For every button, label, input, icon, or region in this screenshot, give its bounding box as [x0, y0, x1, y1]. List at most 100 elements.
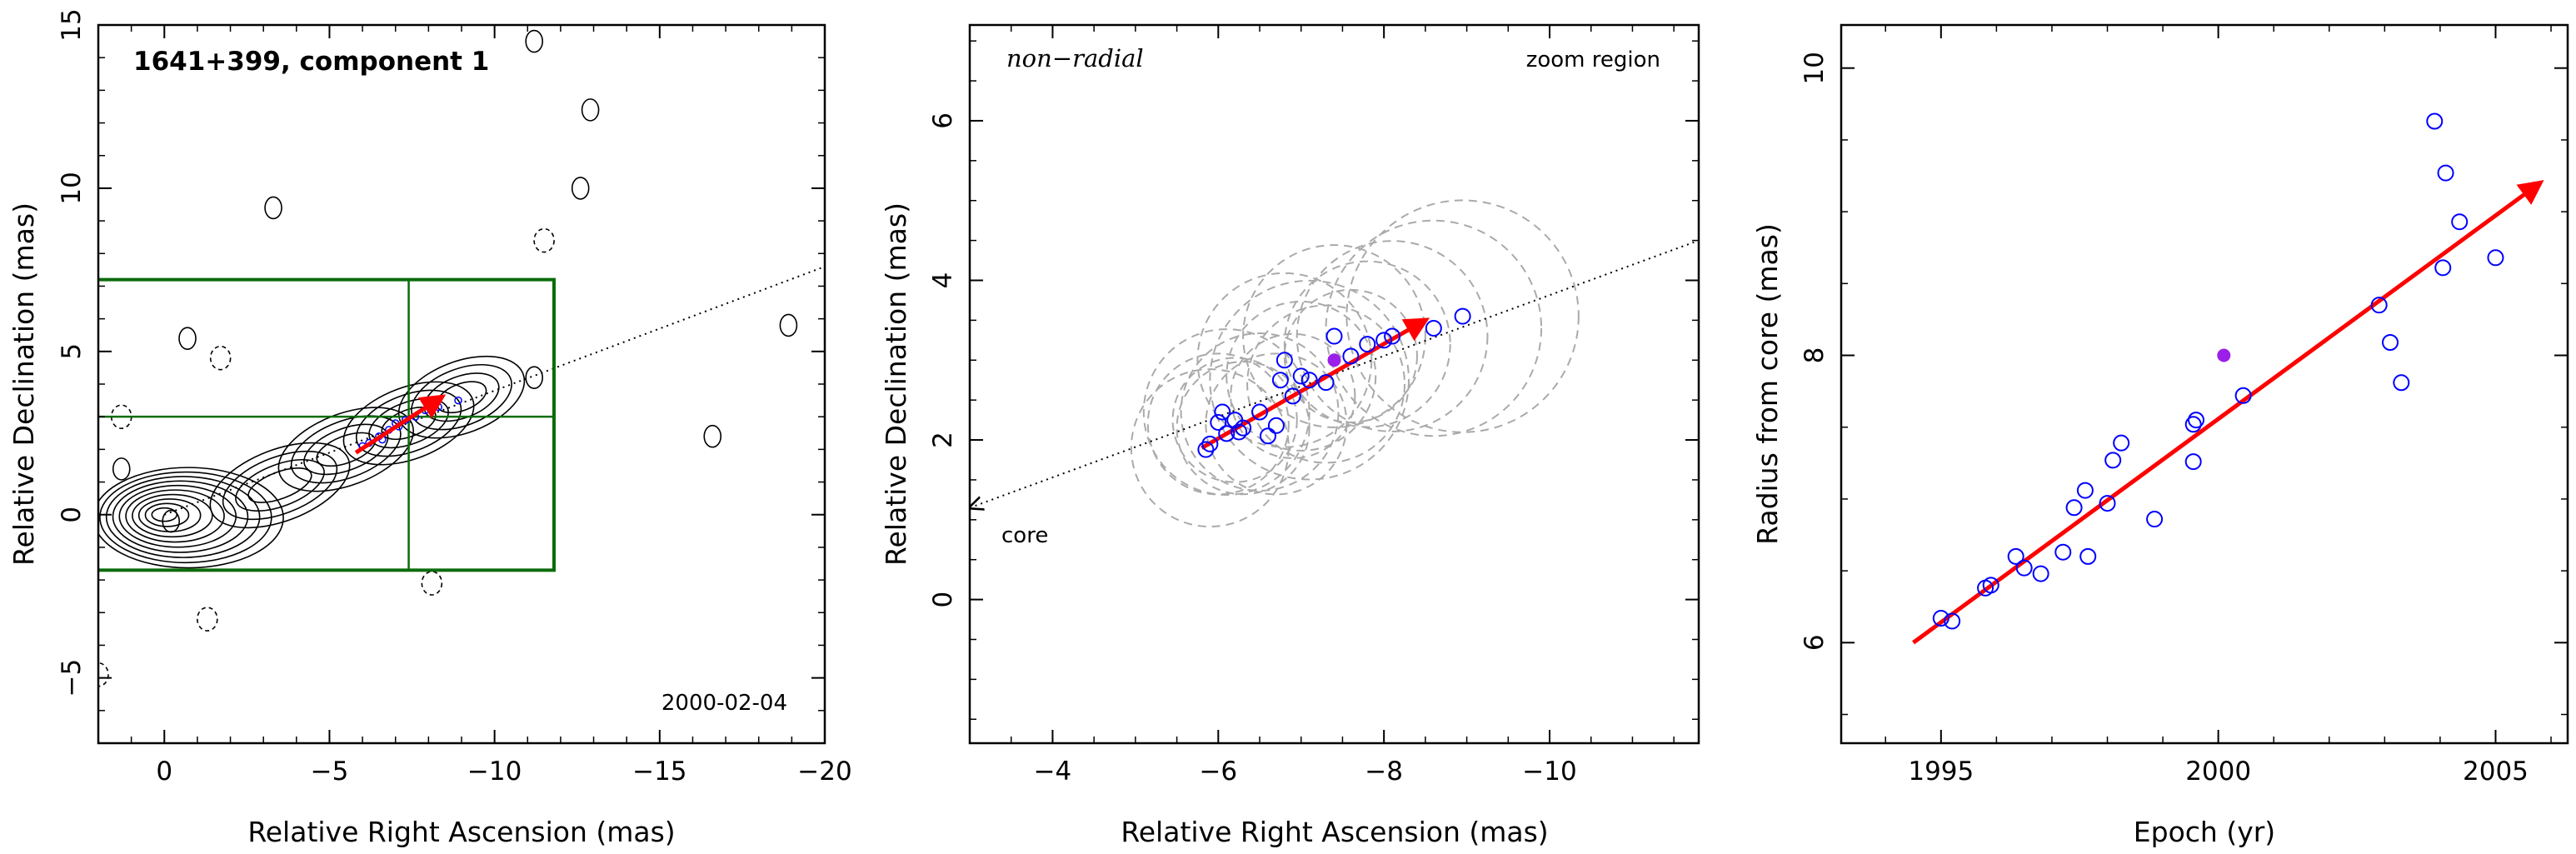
y-ticks: 0 2 4 6 — [928, 40, 1699, 721]
error-circle — [1325, 219, 1543, 437]
negative-contour — [209, 345, 232, 371]
radius-point — [2487, 249, 2504, 267]
core-contour — [112, 480, 249, 553]
plot-frame — [968, 23, 1700, 745]
radius-point — [2437, 164, 2454, 182]
radius-point — [2188, 412, 2205, 429]
radius-points — [1932, 112, 2504, 630]
error-circle — [1176, 361, 1310, 496]
component-point — [1300, 372, 1318, 389]
isolated-contour — [112, 457, 131, 481]
x-tick-label: −6 — [1199, 757, 1237, 787]
jet-contour — [290, 415, 402, 484]
radius-point — [2184, 416, 2202, 433]
component-point — [1276, 352, 1293, 369]
radius-point — [2076, 482, 2094, 499]
y-tick-label: 10 — [1800, 52, 1830, 84]
core-contours — [98, 467, 284, 569]
component-point — [1284, 387, 1301, 405]
component-point — [1425, 319, 1442, 337]
radius-epoch-panel: 1995 2000 2005 6 8 10 Epoch (yr) Radius from… — [1751, 23, 2569, 848]
error-circle — [1246, 304, 1406, 464]
error-circle — [1226, 300, 1377, 452]
radius-point — [2370, 297, 2388, 314]
jet-contour — [209, 442, 351, 529]
error-circle — [1209, 279, 1410, 481]
component-point — [1251, 403, 1269, 421]
x-ticks: −4 −6 −8 −10 — [969, 25, 1675, 787]
radius-point — [2099, 495, 2116, 512]
core-contour — [105, 476, 261, 558]
jet-contour — [411, 364, 512, 431]
radius-point — [2054, 543, 2072, 561]
isolated-contour — [264, 196, 282, 220]
y-tick-label: 0 — [928, 592, 958, 608]
x-ticks: 0 −5 −10 −15 −20 — [97, 25, 852, 787]
component-point — [1259, 427, 1276, 445]
radius-point — [2381, 334, 2399, 352]
jet-contour — [423, 372, 500, 422]
radius-point — [2015, 559, 2033, 577]
radius-point — [2032, 565, 2049, 582]
component-point — [1235, 419, 1252, 437]
x-tick-label: −20 — [797, 757, 851, 787]
radius-point — [2113, 434, 2130, 452]
component-point — [1271, 372, 1289, 389]
velocity-arrow — [354, 394, 447, 455]
radius-point — [2393, 374, 2410, 392]
negative-contour — [533, 227, 555, 253]
component-point — [1210, 413, 1227, 431]
negative-contours — [98, 227, 555, 687]
y-tick-label: 2 — [928, 432, 958, 448]
core-label: core — [1001, 523, 1048, 548]
trajectory-line — [970, 239, 1699, 508]
radius-point — [1944, 612, 1961, 630]
radius-point — [2234, 387, 2252, 404]
component-point — [1214, 403, 1231, 421]
x-tick-label: 2000 — [2185, 757, 2251, 787]
x-ticks: 1995 2000 2005 — [1885, 25, 2552, 787]
radius-point — [1982, 577, 1999, 594]
error-circles — [1130, 199, 1580, 528]
error-circle — [1146, 352, 1290, 496]
x-tick-label: −4 — [1034, 757, 1072, 787]
x-tick-label: 0 — [156, 757, 172, 787]
y-tick-label: 10 — [57, 172, 87, 204]
error-circle — [1142, 328, 1310, 496]
y-tick-label: 8 — [1800, 347, 1830, 364]
x-tick-label: −10 — [1522, 757, 1576, 787]
error-circle — [1230, 332, 1356, 459]
component-point — [1201, 435, 1219, 452]
isolated-contour — [571, 177, 590, 200]
y-tick-label: 0 — [57, 507, 87, 523]
error-circle — [1205, 352, 1348, 496]
component-point — [1267, 417, 1285, 434]
core-contour — [144, 502, 190, 527]
y-ticks: 6 8 10 — [1800, 52, 2568, 716]
y-axis-label: Radius from core (mas) — [1751, 223, 1784, 545]
error-circle — [1130, 368, 1290, 528]
radius-point — [2065, 499, 2083, 517]
contour-map-panel: 0 −5 −10 −15 −20 −5 0 5 10 15 1641+399, componen… — [7, 8, 852, 848]
component-point — [1197, 441, 1215, 458]
y-axis-label: Relative Declination (mas) — [880, 202, 912, 566]
core-contour — [98, 467, 284, 569]
component-point — [1317, 374, 1335, 392]
isolated-contour — [178, 327, 197, 350]
isolated-contour — [525, 29, 544, 53]
x-tick-label: −15 — [632, 757, 686, 787]
error-circle — [1295, 240, 1489, 432]
error-circle — [1283, 260, 1451, 428]
zoom-region-panel: −4 −6 −8 −10 0 2 4 6 non−radial zoom region co… — [880, 23, 1700, 848]
component-point — [1231, 423, 1248, 441]
zoom-box-frame — [98, 277, 556, 572]
radius-point — [2146, 511, 2164, 528]
nonradial-label: non−radial — [1006, 44, 1144, 72]
component-point — [1342, 347, 1360, 365]
highlight-point — [2217, 348, 2231, 362]
y-ticks: −5 0 5 10 15 — [57, 8, 825, 744]
error-circle — [1196, 272, 1373, 448]
component-point — [1218, 425, 1236, 442]
component-point — [1454, 307, 1471, 325]
